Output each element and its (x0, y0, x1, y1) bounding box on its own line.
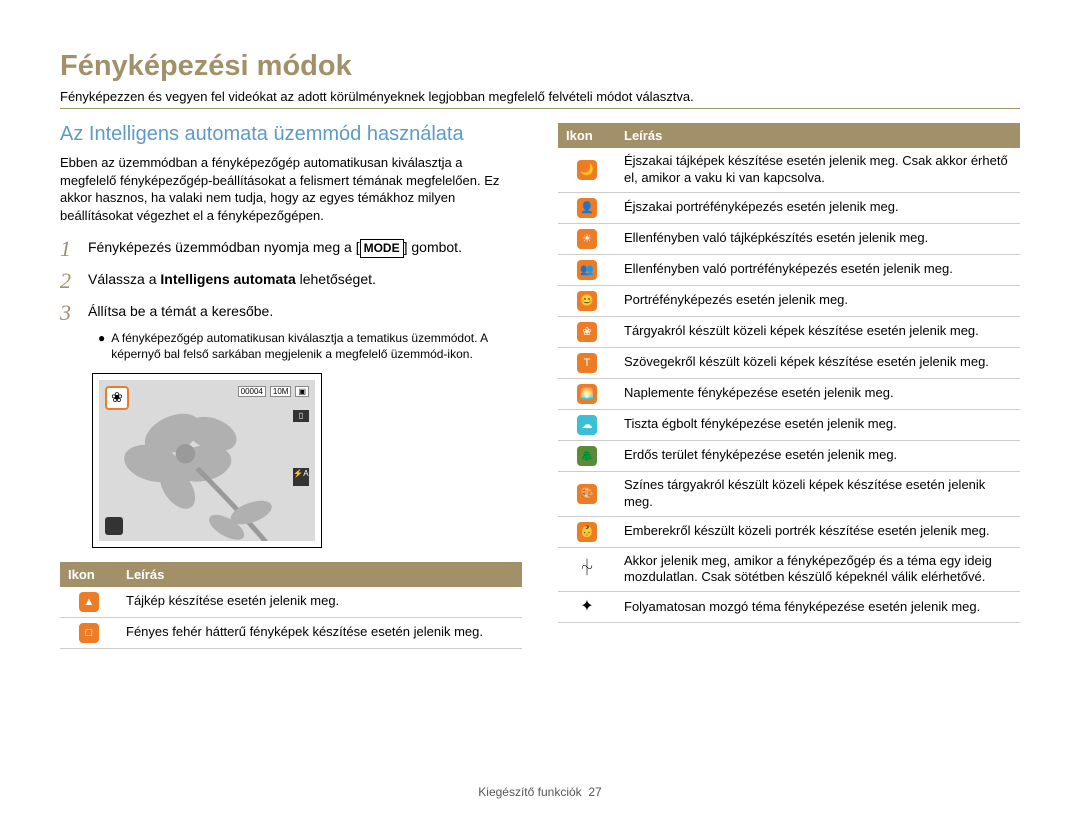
table-row: ⏆ Akkor jelenik meg, amikor a fényképezőg… (558, 547, 1020, 592)
icon-cell: 😊 (558, 285, 616, 316)
th-icon: Ikon (558, 123, 616, 148)
table-row: ✦ Folyamatosan mozgó téma fényképezése es… (558, 592, 1020, 623)
th-desc: Leírás (118, 562, 522, 587)
desc-cell: Éjszakai portréfényképezés esetén jeleni… (616, 192, 1020, 223)
mode-icon: 👶 (577, 522, 597, 542)
desc-cell: Naplemente fényképezése esetén jelenik m… (616, 378, 1020, 409)
desc-cell: Erdős terület fényképezése esetén jeleni… (616, 440, 1020, 471)
icon-cell: ☁ (558, 409, 616, 440)
th-icon: Ikon (60, 562, 118, 587)
bullet-icon: ● (98, 330, 105, 362)
section-heading: Az Intelligens automata üzemmód használa… (60, 123, 522, 146)
left-column: Az Intelligens automata üzemmód használa… (60, 123, 522, 649)
preview-side-icons: ▯⚡A (293, 410, 309, 486)
mode-icon: ☀ (577, 229, 597, 249)
sub-bullet: ● A fényképezőgép automatikusan kiválasz… (98, 330, 522, 362)
divider (60, 108, 1020, 109)
mode-icon: 🎨 (577, 484, 597, 504)
desc-cell: Színes tárgyakról készült közeli képek k… (616, 471, 1020, 516)
mode-icon: ☁ (577, 415, 597, 435)
mode-button-label: MODE (360, 239, 404, 258)
right-column: Ikon Leírás 🌙 Éjszakai tájképek készítése… (558, 123, 1020, 649)
icon-cell: ❀ (558, 316, 616, 347)
step-number: 2 (60, 270, 78, 292)
desc-cell: Folyamatosan mozgó téma fényképezése ese… (616, 592, 1020, 623)
icon-table-left: Ikon Leírás ▲ Tájkép készítése esetén jel… (60, 562, 522, 649)
icon-cell: 👥 (558, 254, 616, 285)
icon-cell: 🎨 (558, 471, 616, 516)
page-footer: Kiegészítő funkciók 27 (0, 785, 1080, 799)
mode-icon: 🌅 (577, 384, 597, 404)
mode-icon: 👤 (577, 198, 597, 218)
table-row: ☀ Ellenfényben való tájképkészítés esetén… (558, 223, 1020, 254)
mode-icon: 🌙 (577, 160, 597, 180)
step-number: 1 (60, 238, 78, 260)
macro-mode-icon: ❀ (105, 386, 129, 410)
icon-cell: 🌅 (558, 378, 616, 409)
table-row: 🌙 Éjszakai tájképek készítése esetén jele… (558, 148, 1020, 192)
table-row: □ Fényes fehér hátterű fényképek készítés… (60, 617, 522, 648)
mode-icon: 🌲 (577, 446, 597, 466)
th-desc: Leírás (616, 123, 1020, 148)
step-text: Válassza a Intelligens automata lehetősé… (88, 270, 376, 292)
icon-cell: ⏆ (558, 547, 616, 592)
mode-icon: 😊 (577, 291, 597, 311)
step-2: 2 Válassza a Intelligens automata lehető… (60, 270, 522, 292)
icon-cell: 🌙 (558, 148, 616, 192)
icon-cell: T (558, 347, 616, 378)
table-row: ❀ Tárgyakról készült közeli képek készíté… (558, 316, 1020, 347)
step-text: Állítsa be a témát a keresőbe. (88, 302, 273, 324)
table-row: 👥 Ellenfényben való portréfényképezés ese… (558, 254, 1020, 285)
icon-cell: ▲ (60, 587, 118, 618)
icon-cell: 👶 (558, 516, 616, 547)
step-text: Fényképezés üzemmódban nyomja meg a [MOD… (88, 238, 462, 260)
mode-icon: 👥 (577, 260, 597, 280)
camera-screen-preview: ❀ 0000410M▣ ▯⚡A (92, 373, 322, 548)
desc-cell: Szövegekről készült közeli képek készíté… (616, 347, 1020, 378)
table-row: 🌲 Erdős terület fényképezése esetén jelen… (558, 440, 1020, 471)
table-row: T Szövegekről készült közeli képek készít… (558, 347, 1020, 378)
mode-icon: ✦ (577, 597, 597, 617)
table-row: 🎨 Színes tárgyakról készült közeli képek … (558, 471, 1020, 516)
desc-cell: Ellenfényben való portréfényképezés eset… (616, 254, 1020, 285)
step-number: 3 (60, 302, 78, 324)
desc-cell: Fényes fehér hátterű fényképek készítése… (118, 617, 522, 648)
mode-icon: T (577, 353, 597, 373)
icon-cell: ☀ (558, 223, 616, 254)
mode-icon: □ (79, 623, 99, 643)
desc-cell: Emberekről készült közeli portrék készít… (616, 516, 1020, 547)
icon-cell: ✦ (558, 592, 616, 623)
preview-status-bar: 0000410M▣ (238, 386, 309, 397)
intro-paragraph: Ebben az üzemmódban a fényképezőgép auto… (60, 154, 522, 224)
mode-icon: ⏆ (577, 559, 597, 579)
flower-illustration (99, 380, 315, 541)
table-row: 👤 Éjszakai portréfényképezés esetén jelen… (558, 192, 1020, 223)
table-row: 👶 Emberekről készült közeli portrék készí… (558, 516, 1020, 547)
desc-cell: Akkor jelenik meg, amikor a fényképezőgé… (616, 547, 1020, 592)
desc-cell: Portréfényképezés esetén jelenik meg. (616, 285, 1020, 316)
stabilizer-icon (105, 517, 123, 535)
step-1: 1 Fényképezés üzemmódban nyomja meg a [M… (60, 238, 522, 260)
mode-icon: ▲ (79, 592, 99, 612)
icon-cell: □ (60, 617, 118, 648)
icon-cell: 🌲 (558, 440, 616, 471)
page-title: Fényképezési módok (60, 50, 1020, 83)
desc-cell: Tárgyakról készült közeli képek készítés… (616, 316, 1020, 347)
mode-icon: ❀ (577, 322, 597, 342)
page-subtitle: Fényképezzen és vegyen fel videókat az a… (60, 89, 1020, 104)
desc-cell: Éjszakai tájképek készítése esetén jelen… (616, 148, 1020, 192)
table-row: 🌅 Naplemente fényképezése esetén jelenik … (558, 378, 1020, 409)
desc-cell: Tájkép készítése esetén jelenik meg. (118, 587, 522, 618)
table-row: ▲ Tájkép készítése esetén jelenik meg. (60, 587, 522, 618)
icon-cell: 👤 (558, 192, 616, 223)
table-row: 😊 Portréfényképezés esetén jelenik meg. (558, 285, 1020, 316)
desc-cell: Ellenfényben való tájképkészítés esetén … (616, 223, 1020, 254)
step-3: 3 Állítsa be a témát a keresőbe. (60, 302, 522, 324)
icon-table-right: Ikon Leírás 🌙 Éjszakai tájképek készítése… (558, 123, 1020, 623)
desc-cell: Tiszta égbolt fényképezése esetén jeleni… (616, 409, 1020, 440)
table-row: ☁ Tiszta égbolt fényképezése esetén jelen… (558, 409, 1020, 440)
